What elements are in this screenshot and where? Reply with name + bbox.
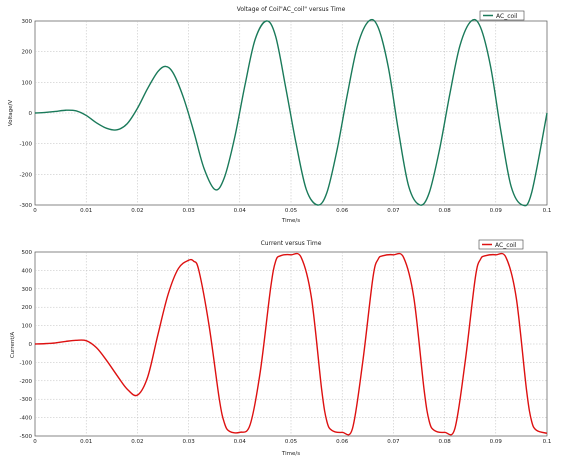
current-x-tick-label: 0.09 <box>490 439 503 445</box>
voltage-x-tick-label: 0.03 <box>182 208 195 214</box>
current-y-tick-label: 0 <box>29 342 33 348</box>
current-chart: Current versus Time Time/s Current/A AC_… <box>10 239 552 457</box>
current-x-tick-label: 0.04 <box>234 439 247 445</box>
voltage-chart: Voltage of Coil"AC_coil" versus Time Tim… <box>8 6 551 224</box>
current-y-tick-label: -300 <box>20 397 33 403</box>
voltage-x-tick-label: 0.09 <box>490 208 503 214</box>
current-y-tick-label: 100 <box>22 324 33 330</box>
voltage-chart-ylabel: Voltage/V <box>8 100 14 126</box>
current-y-tick-label: -400 <box>20 416 33 422</box>
voltage-x-tick-label: 0.05 <box>285 208 298 214</box>
voltage-y-tick-label: 300 <box>22 19 33 25</box>
voltage-x-tick-label: 0.08 <box>438 208 451 214</box>
voltage-y-tick-label: -300 <box>20 203 33 209</box>
current-x-tick-label: 0.07 <box>387 439 400 445</box>
voltage-x-tick-label: 0.04 <box>234 208 247 214</box>
current-chart-ylabel: Current/A <box>10 332 16 359</box>
voltage-chart-xlabel: Time/s <box>281 218 300 224</box>
voltage-legend-label: AC_coil <box>496 13 518 20</box>
current-x-tick-label: 0.08 <box>438 439 451 445</box>
current-x-tick-label: 0.03 <box>182 439 195 445</box>
current-y-tick-label: -100 <box>20 360 33 366</box>
voltage-chart-legend: AC_coil <box>479 10 525 21</box>
voltage-x-tick-label: 0.02 <box>131 208 143 214</box>
current-x-tick-label: 0.01 <box>80 439 92 445</box>
voltage-x-tick-label: 0.01 <box>80 208 92 214</box>
current-chart-xlabel: Time/s <box>281 451 300 457</box>
current-y-tick-label: 200 <box>22 305 33 311</box>
voltage-x-tick-label: 0.07 <box>387 208 400 214</box>
current-x-tick-label: 0.06 <box>336 439 349 445</box>
current-series-line <box>34 252 548 436</box>
current-y-tick-label: 300 <box>22 287 33 293</box>
current-chart-title: Current versus Time <box>261 240 322 247</box>
current-x-tick-label: 0.02 <box>131 439 143 445</box>
current-chart-legend: AC_coil <box>478 239 524 250</box>
voltage-series-line <box>34 18 548 207</box>
current-y-tick-label: -200 <box>20 379 33 385</box>
current-y-tick-label: 500 <box>22 250 33 256</box>
voltage-chart-title: Voltage of Coil"AC_coil" versus Time <box>237 6 346 13</box>
current-x-tick-label: 0 <box>33 439 37 445</box>
current-x-tick-label: 0.1 <box>543 439 552 445</box>
voltage-y-tick-label: -200 <box>20 172 33 178</box>
current-legend-label: AC_coil <box>495 242 517 249</box>
current-y-tick-label: -500 <box>20 434 33 440</box>
voltage-x-tick-label: 0.06 <box>336 208 349 214</box>
voltage-y-tick-label: 100 <box>22 80 33 86</box>
voltage-x-tick-label: 0 <box>33 208 37 214</box>
voltage-x-tick-label: 0.1 <box>543 208 552 214</box>
current-y-tick-label: 400 <box>22 268 33 274</box>
voltage-y-tick-label: 0 <box>29 111 33 117</box>
current-x-tick-label: 0.05 <box>285 439 298 445</box>
voltage-y-tick-label: -100 <box>20 142 33 148</box>
voltage-y-tick-label: 200 <box>22 50 33 56</box>
